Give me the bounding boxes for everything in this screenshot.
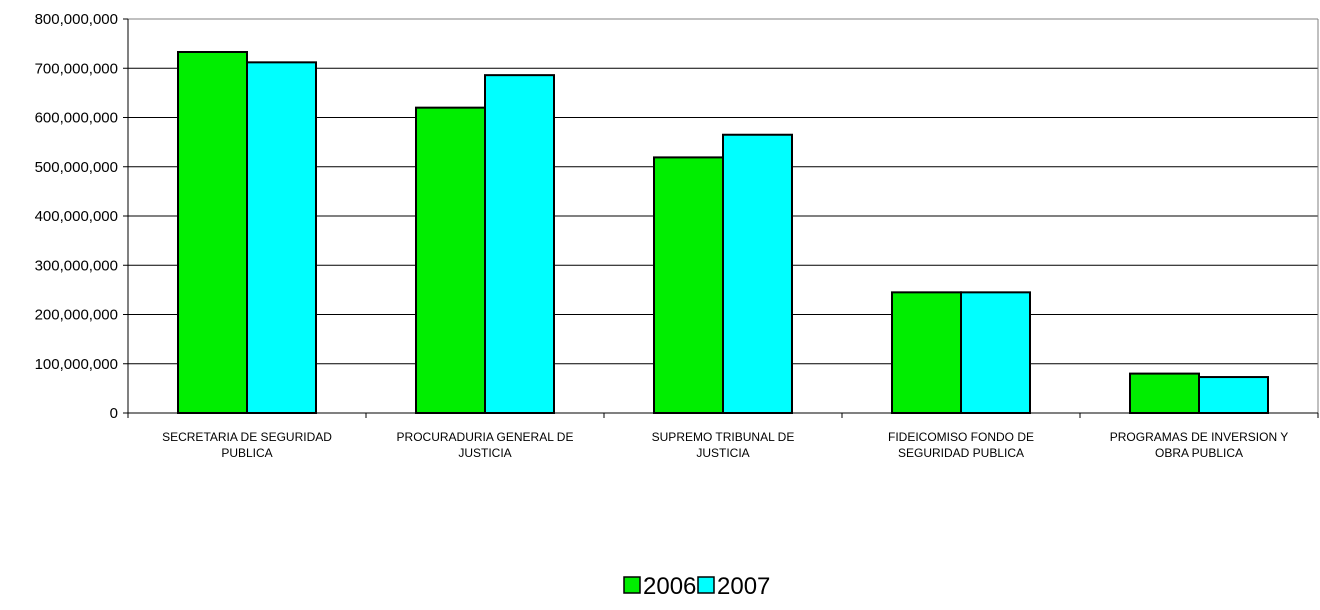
legend-label-2006: 2006 (643, 573, 696, 600)
x-category-label-line: FIDEICOMISO FONDO DE (888, 430, 1034, 444)
legend-swatch-2006 (623, 576, 641, 594)
y-tick-label: 300,000,000 (35, 257, 118, 274)
y-tick-label: 100,000,000 (35, 356, 118, 373)
x-category-label-line: OBRA PUBLICA (1155, 446, 1243, 460)
y-tick-label: 500,000,000 (35, 159, 118, 176)
y-tick-label: 700,000,000 (35, 60, 118, 77)
bars (177, 50, 1269, 415)
axes (123, 18, 1319, 418)
x-category-label: PROCURADURIA GENERAL DE JUSTICIA (397, 430, 574, 460)
x-category-label-line: SECRETARIA DE SEGURIDAD (162, 430, 332, 444)
bar-2007-3 (722, 133, 793, 415)
y-tick-label: 200,000,000 (35, 307, 118, 324)
x-category-labels: SECRETARIA DE SEGURIDAD PUBLICA PROCURADUR… (162, 430, 1288, 460)
x-category-label-line: PROGRAMAS DE INVERSION Y (1110, 430, 1288, 444)
x-category-label-line: JUSTICIA (696, 446, 749, 460)
legend: 2006 2007 (623, 573, 770, 600)
legend-swatch-2007 (697, 576, 715, 594)
legend-label-2007: 2007 (717, 573, 770, 600)
bar-2007-4 (960, 291, 1031, 414)
bar-2006-1 (177, 50, 248, 415)
bar-2006-5 (1129, 372, 1200, 415)
x-category-label-line: SEGURIDAD PUBLICA (898, 446, 1024, 460)
y-tick-label: 400,000,000 (35, 208, 118, 225)
bar-2006-3 (653, 156, 724, 414)
x-category-label: PROGRAMAS DE INVERSION Y OBRA PUBLICA (1110, 430, 1288, 460)
y-tick-labels: 0 100,000,000 200,000,000 300,000,000 400,00… (35, 11, 118, 422)
x-category-label-line: SUPREMO TRIBUNAL DE (652, 430, 795, 444)
y-tick-label: 0 (110, 405, 118, 422)
bar-2006-2 (415, 106, 486, 415)
y-tick-label: 600,000,000 (35, 110, 118, 127)
bar-2007-5 (1198, 376, 1269, 414)
x-category-label: SECRETARIA DE SEGURIDAD PUBLICA (162, 430, 332, 460)
x-category-label: SUPREMO TRIBUNAL DE JUSTICIA (652, 430, 795, 460)
x-category-label-line: PUBLICA (221, 446, 272, 460)
bar-2006-4 (891, 291, 962, 414)
y-tick-label: 800,000,000 (35, 11, 118, 28)
x-category-label-line: PROCURADURIA GENERAL DE (397, 430, 574, 444)
x-category-label: FIDEICOMISO FONDO DE SEGURIDAD PUBLICA (888, 430, 1034, 460)
bar-2007-1 (246, 61, 317, 415)
bar-2007-2 (484, 74, 555, 415)
x-category-label-line: JUSTICIA (458, 446, 511, 460)
